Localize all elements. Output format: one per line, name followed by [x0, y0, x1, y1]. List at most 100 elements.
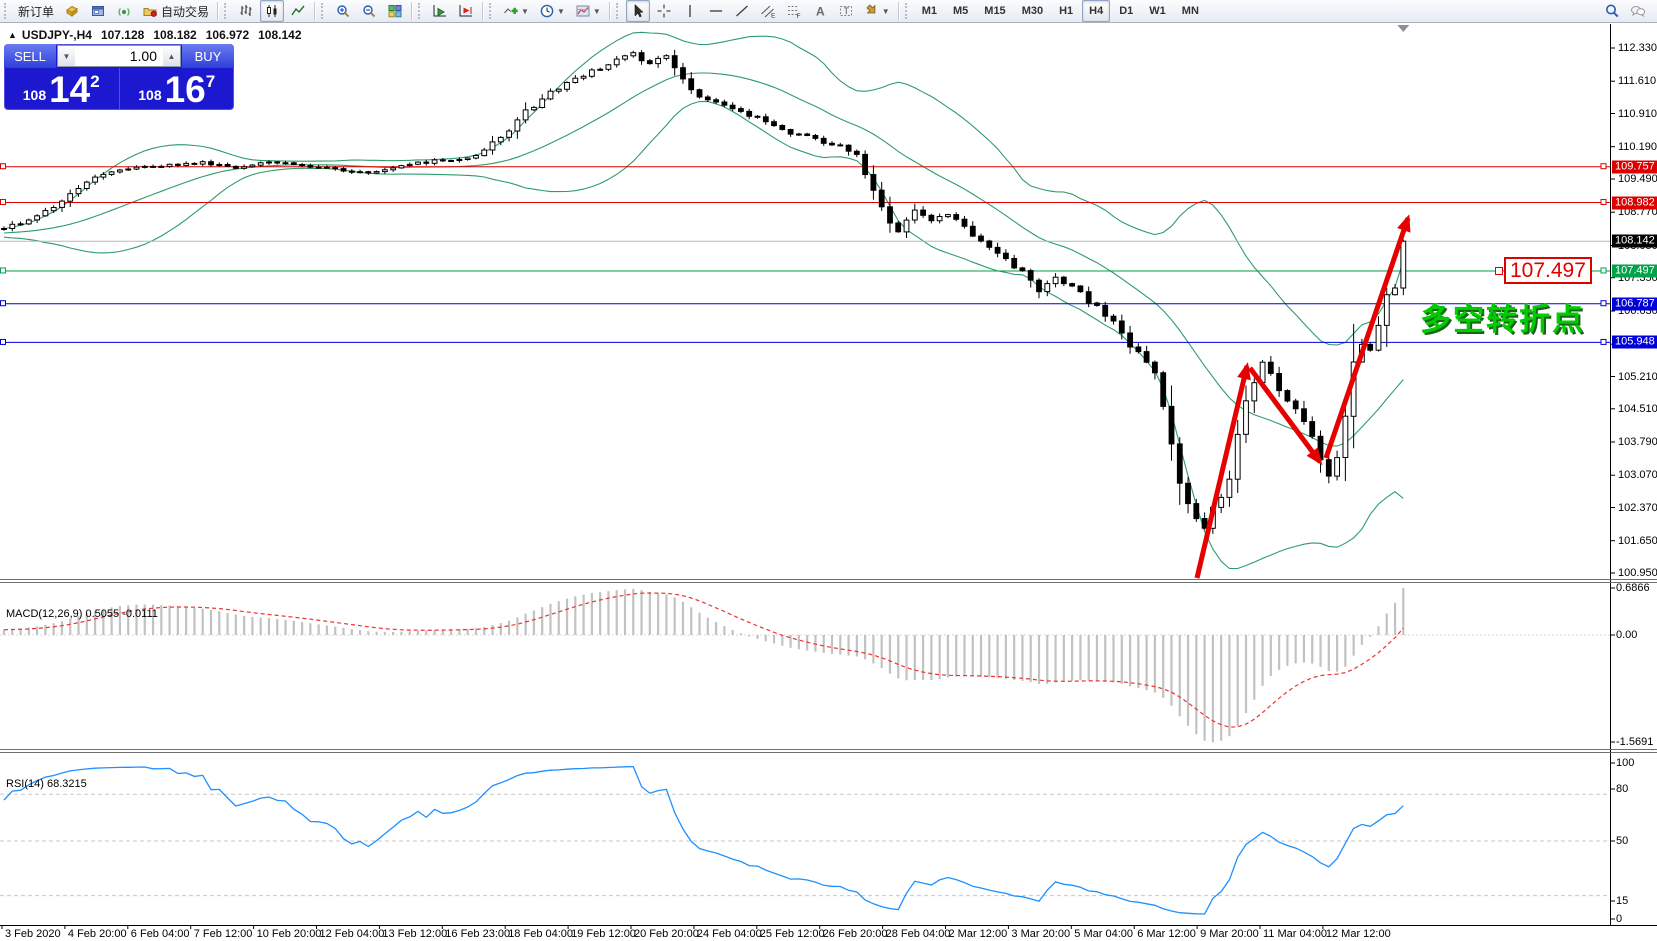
time-tick-label: 7 Feb 12:00	[193, 928, 253, 940]
periods-button[interactable]: ▼	[535, 0, 569, 22]
trendline-button[interactable]	[730, 0, 754, 22]
tf-mn-button[interactable]: MN	[1175, 0, 1206, 22]
level-price-label: 105.948	[1612, 335, 1657, 349]
price-chart-svg[interactable]	[0, 24, 1657, 941]
tf-m5-button[interactable]: M5	[946, 0, 975, 22]
time-tick-label: 3 Feb 2020	[5, 928, 61, 940]
time-tick-label: 9 Mar 20:00	[1200, 928, 1259, 940]
price-tick-label: 110.190	[1618, 140, 1657, 153]
tf-m15-button[interactable]: M15	[977, 0, 1012, 22]
autotrade-icon	[143, 8, 157, 17]
horizontal-line-button[interactable]	[704, 0, 728, 22]
tf-m15-button-label: M15	[984, 5, 1006, 17]
chart-shift-marker[interactable]	[1397, 25, 1410, 32]
sell-price-big-figure: 108	[22, 87, 47, 103]
ohlc-close: 108.142	[258, 28, 302, 42]
sell-price-pipette: 2	[90, 72, 100, 91]
text-button[interactable]: A	[808, 0, 832, 22]
new-order-button[interactable]: 新订单	[14, 0, 58, 22]
candle-chart-button[interactable]	[260, 0, 285, 22]
time-tick-label: 20 Feb 20:00	[634, 928, 699, 940]
toolbar-grip	[321, 3, 328, 19]
hline-icon	[709, 10, 722, 12]
dropdown-caret-icon[interactable]: ▼	[521, 6, 529, 16]
tf-w1-button-label: W1	[1149, 5, 1166, 17]
indicator-tick-label: 0.6866	[1616, 582, 1650, 594]
cursor-button[interactable]	[625, 0, 650, 22]
buy-price-pips: 16	[164, 69, 206, 110]
time-tick-label: 12 Feb 04:00	[319, 928, 385, 940]
tf-m5-button-label: M5	[953, 5, 969, 17]
volume-up-button[interactable]: ▲	[163, 46, 180, 66]
ohlc-low: 106.972	[205, 28, 250, 42]
tf-h4-button[interactable]: H4	[1082, 0, 1111, 22]
volume-down-button[interactable]: ▼	[58, 46, 75, 66]
indicator-tick-label: -1.5691	[1616, 736, 1654, 748]
search-button[interactable]	[1600, 0, 1624, 22]
indicator-tick-label: 50	[1616, 835, 1629, 847]
horizontal-level-lines[interactable]	[0, 163, 1610, 345]
sell-button[interactable]: SELL	[4, 44, 56, 68]
time-tick-label: 16 Feb 23:00	[445, 928, 511, 940]
volume-input[interactable]: 1.00	[75, 46, 163, 66]
time-tick-label: 6 Feb 04:00	[130, 928, 190, 940]
zoom-in-button[interactable]	[331, 0, 355, 22]
autotrade-button[interactable]: 自动交易	[138, 0, 213, 22]
zoom-out-button[interactable]	[357, 0, 381, 22]
buy-price[interactable]: 108 16 7	[120, 68, 235, 110]
line-chart-button[interactable]	[286, 0, 310, 22]
price-tick-label: 110.910	[1618, 107, 1657, 120]
tf-w1-button[interactable]: W1	[1142, 0, 1173, 22]
tf-d1-button[interactable]: D1	[1112, 0, 1140, 22]
equidistant-channel-button[interactable]: E	[756, 0, 780, 22]
chart-window[interactable]: ▲ USDJPY-,H4 107.128 108.182 106.972 108.142 …	[0, 24, 1657, 941]
buy-button[interactable]: BUY	[182, 44, 234, 68]
price-callout-box[interactable]: 107.497	[1504, 257, 1592, 284]
price-tick-label: 111.610	[1618, 75, 1657, 88]
time-tick-label: 25 Feb 12:00	[759, 928, 825, 940]
chat-button[interactable]	[1626, 0, 1650, 22]
dropdown-caret-icon[interactable]: ▼	[592, 6, 601, 16]
crosshair-button[interactable]	[652, 0, 676, 22]
bar-chart-button[interactable]	[234, 0, 258, 22]
level-price-label: 109.757	[1612, 160, 1657, 174]
auto-scroll-button[interactable]	[428, 0, 452, 22]
tf-h1-button[interactable]: H1	[1052, 0, 1080, 22]
arrows-icon	[866, 4, 876, 14]
text-label-button[interactable]: T	[834, 0, 858, 22]
time-tick-label: 10 Feb 20:00	[256, 928, 322, 940]
trend-arrows[interactable]	[1194, 214, 1411, 579]
ohlc-high: 108.182	[153, 28, 197, 42]
toolbar-grip	[904, 3, 912, 19]
arrows-button[interactable]: ▼	[860, 0, 894, 22]
search-icon	[1606, 4, 1619, 18]
chart-shift-button[interactable]	[454, 0, 478, 22]
tf-h4-button-label: H4	[1089, 5, 1104, 17]
collapse-panel-icon[interactable]: ▲	[8, 30, 17, 40]
auto-scroll-icon	[433, 5, 447, 17]
tf-m30-button[interactable]: M30	[1015, 0, 1050, 22]
templates-button[interactable]: ▼	[571, 0, 605, 22]
vertical-line-button[interactable]	[678, 0, 702, 22]
fibonacci-button[interactable]: F	[782, 0, 806, 22]
profiles-icon-button[interactable]	[86, 0, 110, 22]
tile-windows-button[interactable]	[383, 0, 407, 22]
vline-icon	[689, 5, 691, 17]
chart-text-annotation[interactable]: 多空转折点	[1420, 302, 1585, 337]
channel-icon: E	[760, 5, 776, 19]
dropdown-caret-icon[interactable]: ▼	[556, 6, 565, 16]
sell-price-pips: 14	[49, 69, 91, 110]
level-price-label: 107.497	[1612, 264, 1657, 278]
time-tick-label: 5 Mar 04:00	[1074, 928, 1133, 940]
tf-m1-button-label: M1	[921, 5, 937, 17]
trendline-icon	[735, 5, 748, 17]
tf-m1-button[interactable]: M1	[915, 0, 944, 22]
tf-mn-button-label: MN	[1181, 5, 1199, 17]
dropdown-caret-icon[interactable]: ▼	[881, 6, 890, 16]
indicators-button[interactable]: ▼	[499, 0, 533, 22]
sell-price[interactable]: 108 14 2	[4, 68, 120, 110]
svg-text:F: F	[796, 13, 800, 19]
tf-m30-button-label: M30	[1021, 5, 1044, 17]
chart-window-icon-button[interactable]	[60, 0, 84, 22]
signals-icon-button[interactable]	[112, 0, 136, 22]
